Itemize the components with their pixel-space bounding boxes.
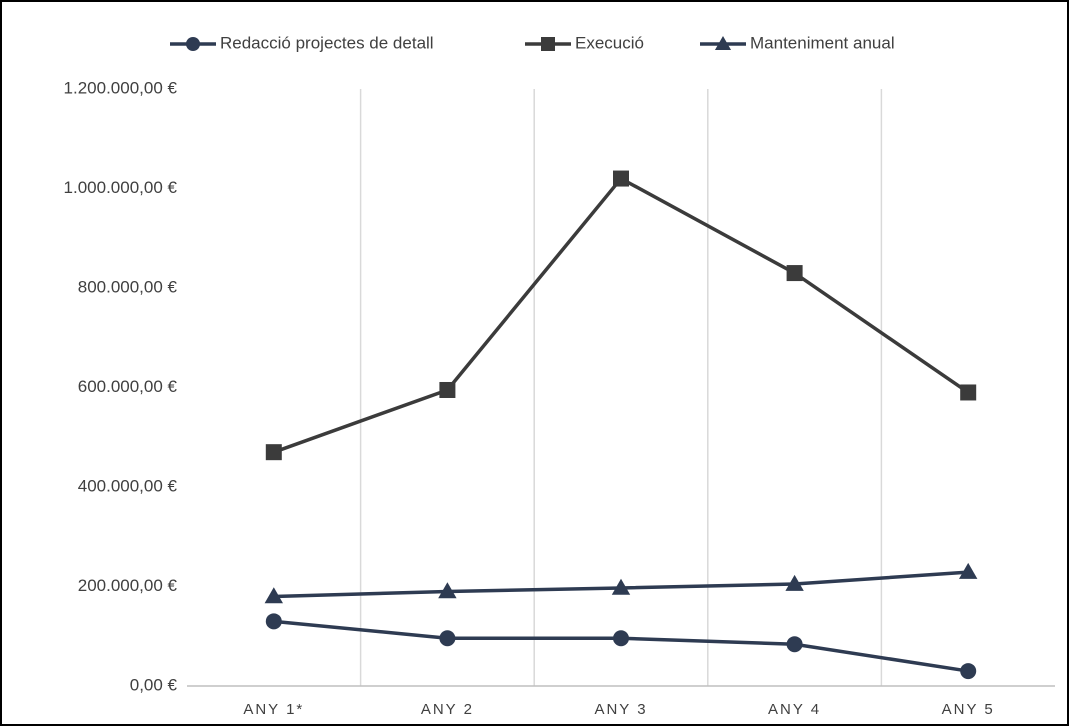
legend-marker (541, 37, 555, 51)
y-tick-label: 800.000,00 € (78, 277, 178, 296)
legend-marker (714, 35, 732, 50)
marker (265, 444, 282, 461)
y-tick-label: 200.000,00 € (78, 576, 178, 595)
y-tick-label: 1.000.000,00 € (64, 178, 178, 197)
y-tick-label: 1.200.000,00 € (64, 78, 178, 97)
marker (960, 384, 977, 401)
marker (439, 630, 456, 647)
legend-label: Execució (575, 33, 644, 52)
marker (786, 265, 803, 282)
x-tick-label: ANY 2 (421, 701, 474, 718)
marker (265, 613, 282, 630)
x-tick-label: ANY 4 (768, 701, 821, 718)
marker (264, 587, 283, 604)
legend-marker (186, 37, 200, 51)
x-tick-label: ANY 3 (594, 701, 647, 718)
x-tick-label: ANY 5 (942, 701, 995, 718)
marker (613, 630, 629, 647)
y-tick-label: 400.000,00 € (78, 476, 178, 495)
marker (613, 170, 629, 187)
marker (439, 381, 456, 398)
marker (611, 578, 631, 595)
marker (959, 562, 978, 579)
marker (786, 636, 803, 653)
marker (960, 663, 977, 680)
marker (785, 574, 804, 591)
marker (438, 582, 457, 599)
x-tick-label: ANY 1* (243, 701, 304, 718)
legend-label: Redacció projectes de detall (220, 33, 434, 52)
y-tick-label: 0,00 € (130, 675, 178, 694)
legend-label: Manteniment anual (750, 33, 895, 52)
y-tick-label: 600.000,00 € (78, 377, 178, 396)
